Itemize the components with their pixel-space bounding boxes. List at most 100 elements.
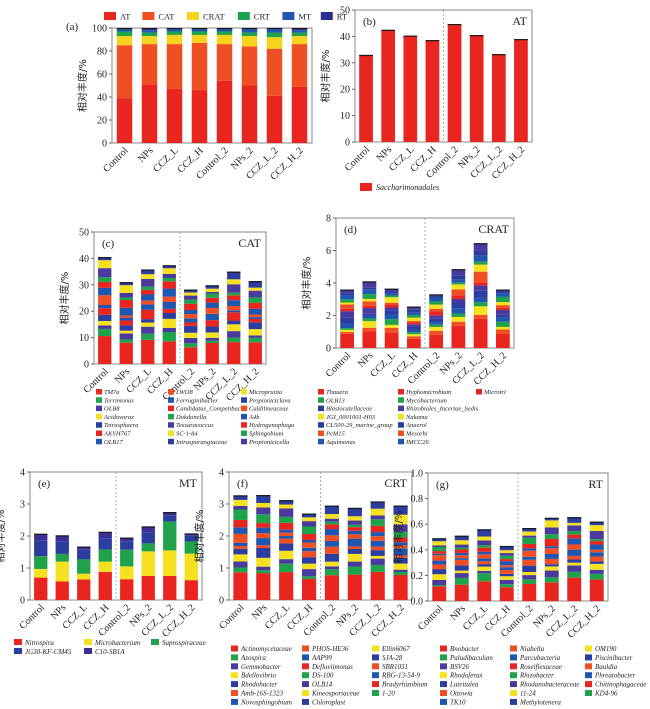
panel-title: AT — [512, 14, 527, 28]
bar-segment — [184, 299, 198, 304]
x-tick-label: Control — [416, 603, 446, 633]
bar-segment — [406, 312, 421, 315]
legend-swatch — [241, 397, 247, 403]
bar-segment — [393, 555, 408, 558]
legend-swatch — [320, 12, 333, 20]
bar-cap — [279, 500, 294, 502]
bar-cap — [473, 243, 488, 245]
bar-segment — [362, 313, 377, 316]
legend-swatch — [241, 405, 247, 412]
legend-swatch — [96, 405, 102, 412]
bar-segment — [406, 322, 421, 325]
bar-segment — [522, 535, 537, 538]
legend-swatch — [241, 422, 247, 428]
bar-segment — [384, 332, 399, 348]
bar-segment — [370, 515, 385, 520]
bar-segment — [495, 314, 510, 318]
bar-segment — [266, 32, 283, 38]
legend-swatch — [440, 690, 447, 696]
bar-segment — [473, 314, 488, 319]
bar-segment — [522, 543, 537, 549]
legend-label: Tessaracoccus — [176, 422, 214, 429]
bar-segment — [120, 549, 134, 567]
bar-segment — [473, 255, 488, 262]
bar-cap — [162, 265, 176, 267]
bar-segment — [340, 308, 355, 312]
bar-segment — [589, 579, 604, 601]
bar-segment — [227, 331, 241, 338]
bar-segment — [362, 315, 377, 319]
bar-segment — [432, 586, 447, 601]
legend-swatch — [168, 413, 174, 420]
bar-segment — [384, 319, 399, 325]
legend-label: TK10 — [450, 698, 466, 706]
bar-segment — [499, 576, 514, 580]
bar-segment — [522, 565, 537, 572]
bar-segment — [163, 515, 177, 522]
bar-segment — [227, 300, 241, 306]
bar-segment — [477, 536, 492, 541]
bar-cap — [370, 501, 385, 503]
bar-segment — [567, 538, 582, 545]
legend-label: OLB8 — [104, 406, 120, 413]
bar-segment — [499, 587, 514, 601]
legend-label: C10-SB1A — [95, 648, 125, 656]
legend-swatch — [440, 663, 447, 670]
bar-segment — [233, 509, 248, 520]
bar-segment — [477, 581, 492, 601]
bar-segment — [266, 95, 283, 143]
legend-label: Blastocatellaceae — [326, 406, 372, 413]
legend-label: Bauldia — [595, 663, 618, 671]
y-tick-label: 1 — [20, 564, 25, 575]
bar-segment — [256, 557, 271, 567]
bar-segment — [406, 338, 421, 348]
panel-title: CRAT — [478, 222, 509, 236]
bar-segment — [495, 329, 510, 335]
legend-swatch — [302, 654, 309, 661]
bar-segment — [522, 556, 537, 560]
legend-label: PHOS-HE36 — [311, 645, 349, 653]
bar-segment — [454, 558, 469, 560]
bar-segment — [451, 325, 466, 348]
bar-segment — [98, 549, 112, 562]
legend-swatch — [585, 654, 592, 661]
bar-segment — [98, 281, 112, 288]
bar-segment — [120, 537, 134, 542]
bar-segment — [406, 306, 421, 310]
bar-segment — [205, 288, 219, 292]
bar-segment — [544, 538, 559, 547]
bar-segment — [477, 564, 492, 567]
bar-segment — [98, 287, 112, 296]
bar-cap — [429, 294, 444, 296]
bar-segment — [362, 289, 377, 295]
bar-segment — [116, 98, 133, 143]
legend-label: PeM15 — [325, 431, 346, 438]
bar-segment — [98, 257, 112, 261]
bar-segment — [119, 297, 133, 301]
legend-swatch — [318, 405, 324, 412]
legend-swatch — [168, 405, 174, 412]
bar-segment — [233, 561, 248, 568]
bar-segment — [291, 44, 308, 87]
bar-segment — [347, 527, 362, 531]
bar-cap — [163, 512, 177, 514]
legend-label: JGI_0001001-H03 — [326, 414, 376, 421]
legend-label: Chitinophagaceae — [595, 681, 646, 689]
bar-segment — [473, 243, 488, 252]
bar-segment — [567, 571, 582, 578]
y-tick-label: 0.6 — [411, 520, 424, 531]
y-tick-label: 1.0 — [411, 469, 424, 480]
bar-segment — [370, 501, 385, 509]
bar-segment — [256, 533, 271, 539]
bar-cap — [544, 517, 559, 519]
bar-segment — [340, 328, 355, 330]
legend-label: Acidovorax — [103, 414, 134, 421]
bar-cap — [34, 533, 48, 535]
bar-cap — [499, 545, 514, 548]
bar-segment — [279, 532, 294, 537]
bar-segment — [393, 514, 408, 525]
bar-segment — [384, 314, 399, 320]
bar-segment — [370, 536, 385, 541]
bar-segment — [370, 508, 385, 516]
legend-label: OLB14 — [312, 681, 333, 689]
